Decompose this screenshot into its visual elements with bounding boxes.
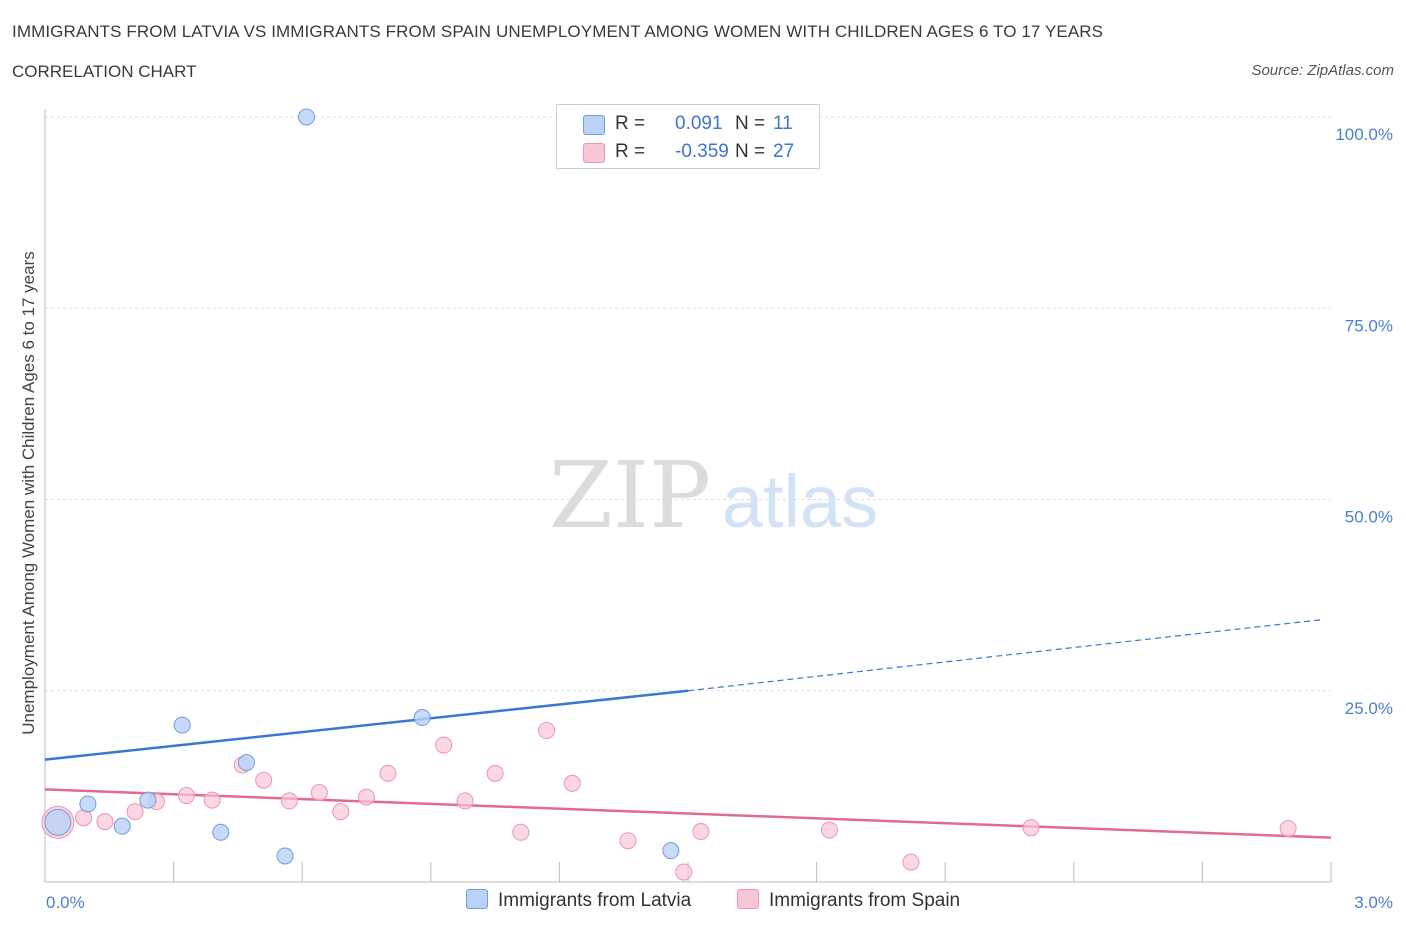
trend-lines <box>44 619 1332 839</box>
point-spain <box>203 791 221 809</box>
bottom-legend-latvia: Immigrants from Latvia <box>466 889 691 912</box>
point-spain <box>255 771 273 789</box>
point-spain <box>280 792 298 810</box>
point-latvia <box>173 716 191 734</box>
point-spain <box>1022 819 1040 837</box>
point-spain <box>820 821 838 839</box>
point-latvia <box>276 847 294 865</box>
point-spain <box>358 788 375 806</box>
point-spain <box>619 832 637 850</box>
point-latvia <box>662 842 680 860</box>
x-tick-label: 0.0% <box>46 893 85 912</box>
legend-r-label: R = <box>615 141 646 162</box>
gridlines <box>45 116 1331 692</box>
point-spain <box>379 764 397 782</box>
point-spain <box>96 813 114 831</box>
point-latvia <box>113 817 131 835</box>
y-tick-label: 25.0% <box>1345 699 1393 718</box>
point-spain <box>902 853 920 871</box>
legend-r-value-latvia: 0.091 <box>675 113 723 134</box>
point-spain <box>486 764 504 782</box>
y-tick-label: 100.0% <box>1335 125 1393 144</box>
chart-subtitle: CORRELATION CHART <box>12 62 197 81</box>
legend-n-label: N = <box>735 141 766 162</box>
point-spain <box>675 863 693 881</box>
data-points <box>41 108 1297 881</box>
bottom-legend-spain: Immigrants from Spain <box>737 889 960 912</box>
point-spain <box>310 783 328 801</box>
tick-labels: 25.0% 50.0% 75.0% 100.0% 0.0% 3.0% <box>46 125 1393 912</box>
point-spain <box>512 823 530 841</box>
bottom-legend-label-latvia: Immigrants from Latvia <box>498 890 692 911</box>
chart-title: IMMIGRANTS FROM LATVIA VS IMMIGRANTS FRO… <box>12 22 1104 41</box>
point-latvia <box>79 795 97 813</box>
point-spain <box>692 823 710 841</box>
point-spain <box>456 792 474 810</box>
y-axis-label: Unemployment Among Women with Children A… <box>19 251 38 735</box>
legend-n-label: N = <box>735 113 766 134</box>
watermark-atlas: atlas <box>722 460 878 543</box>
axes <box>44 109 1332 883</box>
source-credit: Source: ZipAtlas.com <box>1251 62 1394 79</box>
point-latvia <box>44 808 72 836</box>
legend-r-label: R = <box>615 113 646 134</box>
legend-swatch-spain <box>583 143 605 163</box>
point-spain <box>538 722 556 740</box>
legend-n-value-spain: 27 <box>773 141 795 162</box>
x-tick-label: 3.0% <box>1354 893 1393 912</box>
bottom-legend-label-spain: Immigrants from Spain <box>769 890 961 911</box>
y-tick-label: 50.0% <box>1345 508 1393 527</box>
bottom-legend-swatch-latvia <box>466 889 488 909</box>
trend-line-latvia <box>44 689 689 761</box>
trend-line-spain <box>44 788 1332 839</box>
point-latvia <box>297 108 315 126</box>
point-latvia <box>413 709 431 727</box>
legend-swatch-latvia <box>583 115 605 135</box>
point-spain <box>177 787 195 805</box>
point-spain <box>1279 819 1297 837</box>
y-tick-label: 75.0% <box>1345 316 1393 335</box>
point-spain <box>332 803 350 821</box>
point-latvia <box>237 754 255 772</box>
bottom-legend-swatch-spain <box>737 889 759 909</box>
point-spain <box>126 803 144 821</box>
trend-line-latvia-extension <box>687 619 1323 692</box>
point-latvia <box>139 791 157 809</box>
watermark-zip: ZIP <box>549 442 711 549</box>
point-spain <box>563 774 581 792</box>
legend-r-value-spain: -0.359 <box>675 141 729 162</box>
correlation-legend: R = 0.091 N = 11 R = -0.359 N = 27 <box>556 104 820 169</box>
legend-n-value-latvia: 11 <box>773 113 793 134</box>
point-spain <box>435 736 453 754</box>
watermark: ZIP atlas <box>549 442 878 549</box>
point-latvia <box>212 823 230 841</box>
